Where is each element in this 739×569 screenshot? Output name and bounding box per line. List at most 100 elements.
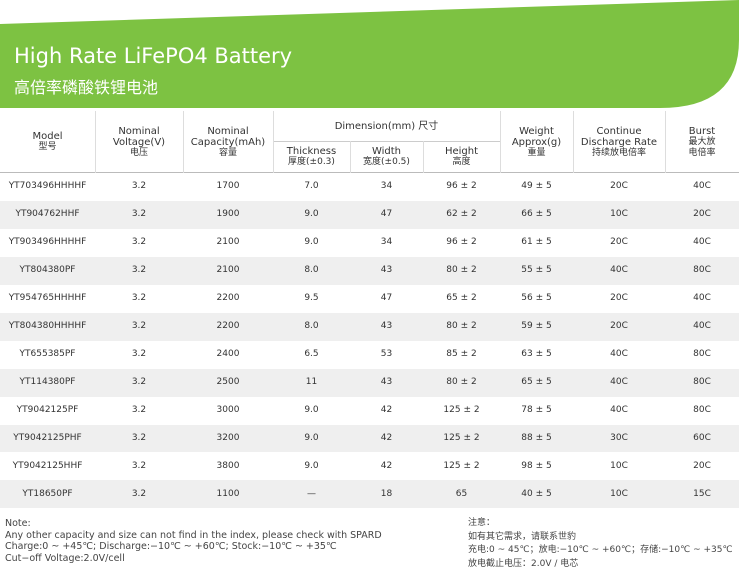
table-cell: 42	[380, 405, 393, 416]
header-line: Capacity(mAh)	[190, 136, 266, 148]
table-cell: YT9042125PF	[16, 405, 79, 416]
table-cell: 47	[380, 209, 393, 220]
column-rule	[573, 111, 574, 173]
table-cell: 3.2	[131, 488, 147, 499]
header-line: 电倍率	[688, 147, 716, 158]
subtitle: 高倍率磷酸铁锂电池	[14, 78, 159, 97]
column-rule	[423, 141, 424, 173]
title: High Rate LiFePO4 Battery	[14, 44, 293, 68]
table-cell: 65	[455, 488, 468, 499]
header-line: Weight	[519, 125, 554, 137]
column-rule	[95, 111, 96, 173]
table-cell: YT804380PF	[19, 265, 76, 276]
table-cell: 3.2	[131, 237, 147, 248]
table-cell: 2400	[216, 349, 240, 360]
table-cell: 80 ± 2	[446, 377, 477, 388]
column-header: Height 高度	[423, 141, 500, 173]
column-rule	[665, 111, 666, 173]
table-cell: 47	[380, 293, 393, 304]
header-line: 最大放	[688, 136, 716, 147]
header-line: Voltage(V)	[112, 136, 166, 148]
table-cell: YT9042125PHF	[13, 433, 82, 444]
table-cell: 80C	[693, 265, 711, 276]
table-cell: 60C	[693, 433, 711, 444]
table-cell: 34	[380, 237, 393, 248]
table-cell: YT9042125HHF	[12, 460, 83, 471]
header-line: Thickness	[286, 146, 337, 157]
header-line: Nominal	[207, 125, 249, 137]
column-header: Nominal Voltage(V) 电压	[95, 111, 183, 173]
table-cell: 10C	[610, 209, 628, 220]
table-cell: 3.2	[131, 209, 147, 220]
row-bg	[0, 396, 739, 425]
table-cell: 40C	[610, 377, 628, 388]
header-line: Model	[32, 131, 63, 142]
table-cell: 11	[305, 377, 318, 388]
column-header: Nominal Capacity(mAh) 容量	[183, 111, 273, 173]
table-cell: 20C	[693, 460, 711, 471]
table-cell: 85 ± 2	[446, 349, 477, 360]
note-line: 充电:0 ~ 45℃；放电:−10℃ ~ +60℃；存储:−10℃ ~ +35℃	[468, 545, 733, 555]
header-line: Continue	[596, 125, 642, 137]
table-cell: 125 ± 2	[443, 433, 480, 444]
table-cell: 1700	[216, 181, 240, 192]
table-cell: 88 ± 5	[521, 433, 552, 444]
banner-bg	[0, 0, 739, 108]
table-cell: 7.0	[304, 181, 319, 192]
table-cell: 43	[380, 321, 393, 332]
column-rule	[273, 111, 274, 173]
table-cell: 34	[380, 181, 393, 192]
table-cell: YT703496HHHHF	[8, 181, 87, 192]
table-cell: YT18650PF	[22, 488, 73, 499]
note-line: Cut−off Voltage:2.0V/cell	[5, 552, 125, 564]
header-line: 宽度(±0.5)	[363, 157, 410, 167]
table-cell: 43	[380, 265, 393, 276]
table-cell: 55 ± 5	[521, 265, 552, 276]
table-cell: 3.2	[131, 405, 147, 416]
row-bg	[0, 256, 739, 285]
table-cell: 96 ± 2	[446, 181, 477, 192]
table-cell: 6.5	[304, 349, 319, 360]
table-cell: 8.0	[304, 265, 319, 276]
header-line: 厚度(±0.3)	[288, 157, 335, 167]
table-cell: 80C	[693, 405, 711, 416]
header-line: 高度	[452, 157, 471, 167]
note-line: Note:	[5, 518, 31, 529]
table-cell: 3.2	[131, 293, 147, 304]
table-cell: 42	[380, 460, 393, 471]
table-cell: 59 ± 5	[521, 321, 552, 332]
column-header: Width 宽度(±0.5)	[350, 141, 423, 173]
row-bg	[0, 228, 739, 257]
table-cell: 49 ± 5	[521, 181, 552, 192]
header-line: Height	[444, 146, 479, 157]
table-cell: 3000	[216, 405, 240, 416]
row-bg	[0, 480, 739, 509]
column-rule	[500, 111, 501, 173]
column-header: Thickness 厚度(±0.3)	[273, 141, 350, 173]
table-cell: 20C	[610, 293, 628, 304]
table-cell: 40C	[610, 405, 628, 416]
table-cell: 15C	[693, 488, 711, 499]
header-line: 持续放电倍率	[591, 147, 646, 158]
table-cell: 40C	[693, 181, 711, 192]
table-cell: 125 ± 2	[443, 460, 480, 471]
row-bg	[0, 452, 739, 481]
header-line: Nominal	[118, 125, 160, 137]
table-cell: 20C	[610, 237, 628, 248]
table-cell: 2100	[216, 237, 240, 248]
table-cell: 3.2	[131, 349, 147, 360]
table-cell: 3.2	[131, 377, 147, 388]
note-line: Charge:0 ~ +45℃; Discharge:−10℃ ~ +60℃; …	[5, 541, 337, 552]
table-cell: 20C	[610, 321, 628, 332]
table-cell: 20C	[693, 209, 711, 220]
column-header: Continue Discharge Rate 持续放电倍率	[573, 111, 665, 173]
table-cell: 9.0	[304, 237, 319, 248]
table-cell: 98 ± 5	[521, 460, 552, 471]
table-cell: —	[307, 488, 316, 499]
table-cell: 9.0	[304, 405, 319, 416]
header-rule	[0, 172, 739, 173]
table-cell: 9.0	[304, 433, 319, 444]
table-cell: 3.2	[131, 181, 147, 192]
